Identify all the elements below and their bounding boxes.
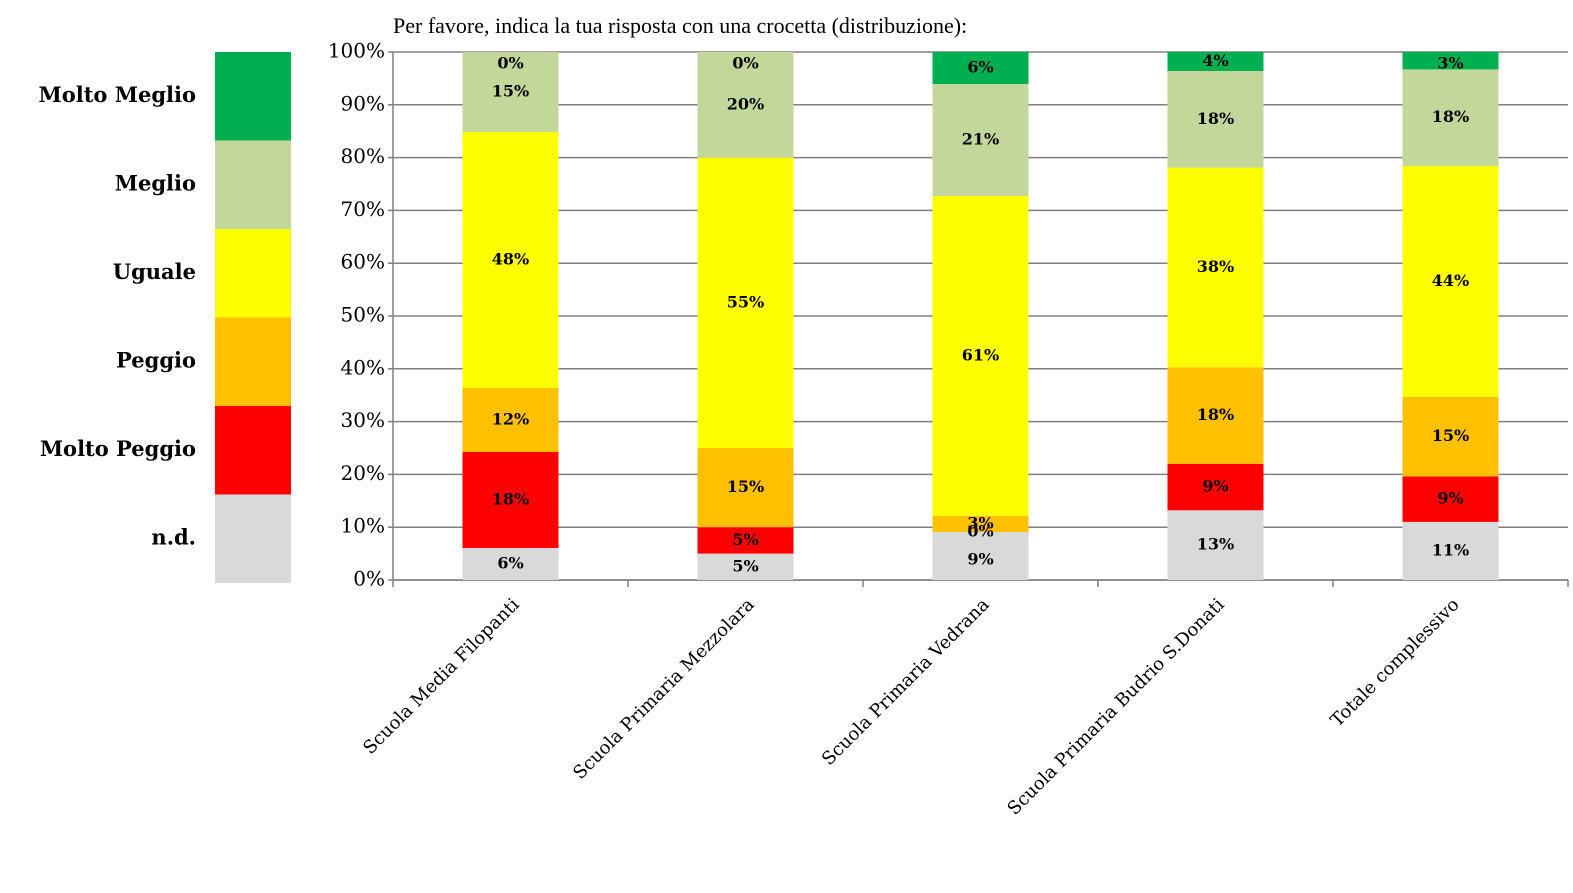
legend-label: Molto Meglio [39,82,197,107]
data-label: 6% [497,554,523,573]
y-tick-label: 30% [341,408,385,432]
bar-segment [462,388,559,453]
legend-swatch [215,140,291,229]
y-tick-label: 90% [341,91,385,115]
data-label: 11% [1432,540,1469,559]
bar-segment [1167,167,1264,368]
bar-segment [697,527,794,554]
bar-segment [1402,396,1499,477]
bar-segment [1167,463,1264,511]
y-tick-label: 50% [341,303,385,327]
bar-segment [1167,52,1264,72]
bar-segment [1167,367,1264,464]
y-tick-label: 0% [353,567,385,591]
data-label: 15% [1432,426,1469,445]
bar-segment [932,195,1029,517]
bar-segment [932,532,1029,580]
data-label: 12% [492,410,529,429]
bar-segment [1167,510,1264,580]
bar-segment [462,132,559,389]
x-tick-label: Totale complessivo [1327,594,1464,731]
bar-segment [697,553,794,580]
legend-label: n.d. [151,524,196,549]
legend-swatch [215,229,291,318]
y-tick-label: 100% [328,39,385,63]
x-tick-label: Scuola Primaria Mezzolara [569,594,759,784]
bar-segment [462,548,559,580]
data-label: 15% [492,82,529,101]
data-label: 18% [1197,405,1234,424]
legend-label: Uguale [113,259,196,284]
legend-swatch [215,494,291,583]
data-label: 18% [492,490,529,509]
y-tick-label: 70% [341,197,385,221]
bar-segment [932,516,1029,533]
data-label: 55% [727,292,764,311]
data-label: 3% [1437,54,1463,73]
chart-title: Per favore, indica la tua risposta con u… [393,13,967,38]
legend-swatch [215,406,291,495]
bar-segment [462,52,559,133]
bar-segment [932,83,1029,196]
data-label: 61% [962,345,999,364]
data-label: 4% [1202,51,1228,70]
data-label: 21% [962,129,999,148]
legend-label: Meglio [115,170,196,195]
bar-segment [697,157,794,448]
x-tick-label: Scuola Primaria Budrio S.Donati [1003,594,1228,819]
bar-segment [697,52,794,158]
data-label: 48% [492,250,529,269]
bar-segment [1167,71,1264,168]
y-tick-label: 60% [341,250,385,274]
data-label: 0% [967,522,993,541]
bar-segment [1402,476,1499,522]
data-label: 0% [732,54,758,73]
y-tick-label: 40% [341,355,385,379]
y-tick-label: 20% [341,461,385,485]
data-label: 38% [1197,257,1234,276]
data-label: 0% [497,54,523,73]
data-label: 13% [1197,535,1234,554]
data-label: 9% [1202,477,1228,496]
legend-label: Molto Peggio [40,436,196,461]
data-label: 15% [727,477,764,496]
data-label: 5% [732,530,758,549]
legend-swatch [215,317,291,406]
x-tick-label: Scuola Primaria Vedrana [818,594,994,770]
y-tick-label: 10% [341,514,385,538]
legend-swatch [215,52,291,141]
data-label: 3% [967,514,993,533]
data-label: 9% [967,550,993,569]
bar-segment [1402,52,1499,70]
bar-segment [697,448,794,528]
data-label: 18% [1197,109,1234,128]
x-tick-label: Scuola Media Filopanti [359,594,524,759]
bar-segment [932,52,1029,84]
data-label: 44% [1432,271,1469,290]
y-tick-label: 80% [341,144,385,168]
data-label: 6% [967,57,993,76]
data-label: 9% [1437,489,1463,508]
bar-segment [462,452,559,549]
data-label: 20% [727,94,764,113]
bar-segment [1402,69,1499,167]
legend-label: Peggio [116,347,196,372]
data-label: 5% [732,556,758,575]
bar-segment [1402,521,1499,580]
bar-segment [1402,166,1499,397]
data-label: 18% [1432,107,1469,126]
